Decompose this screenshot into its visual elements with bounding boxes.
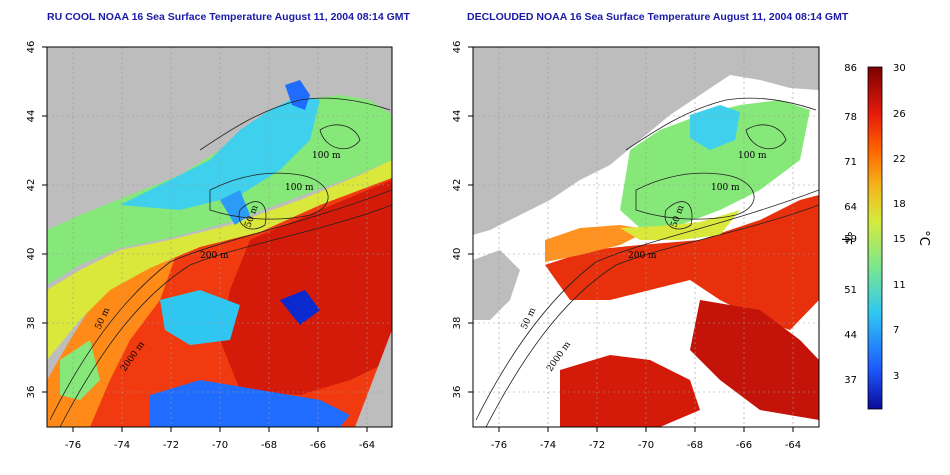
lon-tick-label: -64 xyxy=(785,440,801,451)
lon-tick-label: -66 xyxy=(736,440,752,451)
lon-tick-label: -68 xyxy=(261,440,277,451)
map-panel-right: 100 m 100 m 50 m 200 m 50 m 2000 m xyxy=(473,47,819,427)
celsius-tick: 7 xyxy=(893,325,899,336)
ocean-orange-right xyxy=(545,225,650,262)
panel-title-right: DECLOUDED NOAA 16 Sea Surface Temperatur… xyxy=(467,11,849,23)
land-islands-right xyxy=(473,250,520,320)
contour-label: 200 m xyxy=(628,251,657,261)
fahrenheit-tick: 86 xyxy=(844,63,857,74)
axis-x-right: -76 -74 -72 -70 -68 -66 -64 xyxy=(491,427,801,451)
lon-tick-label: -74 xyxy=(114,440,130,451)
celsius-tick: 30 xyxy=(893,63,906,74)
ocean-green-right xyxy=(620,100,810,228)
contours-left xyxy=(49,97,392,427)
contour-label: 200 m xyxy=(200,251,229,261)
panel-title-left: RU COOL NOAA 16 Sea Surface Temperature … xyxy=(47,11,410,23)
lat-tick-label: 36 xyxy=(26,386,37,399)
lat-tick-label: 40 xyxy=(26,248,37,261)
lon-tick-label: -74 xyxy=(540,440,556,451)
axis-y-left: 46 44 42 40 38 36 xyxy=(26,41,47,399)
unit-label-fahrenheit: °F xyxy=(838,231,853,245)
contour-label: 100 m xyxy=(711,183,740,193)
celsius-tick: 15 xyxy=(893,234,906,245)
lon-tick-label: -66 xyxy=(310,440,326,451)
lat-tick-label: 38 xyxy=(452,317,463,330)
colorbar: 86 78 71 64 59 51 44 37 30 26 22 18 15 1… xyxy=(838,63,931,410)
lat-tick-label: 38 xyxy=(26,317,37,330)
contours-right xyxy=(475,97,819,427)
land-offshore-cut xyxy=(355,330,392,427)
lat-tick-label: 44 xyxy=(452,110,463,123)
axis-x-left: -76 -74 -72 -70 -68 -66 -64 xyxy=(65,427,375,451)
fahrenheit-tick: 71 xyxy=(844,157,857,168)
land-area-right xyxy=(473,47,819,235)
colorbar-c-ticks: 30 26 22 18 15 11 7 3 xyxy=(893,63,906,382)
lon-tick-label: -70 xyxy=(212,440,228,451)
lat-tick-label: 42 xyxy=(26,179,37,192)
lat-tick-label: 46 xyxy=(26,41,37,54)
fahrenheit-tick: 64 xyxy=(844,202,857,213)
lat-tick-label: 40 xyxy=(452,248,463,261)
lon-tick-label: -72 xyxy=(589,440,605,451)
lat-tick-label: 36 xyxy=(452,386,463,399)
lon-tick-label: -70 xyxy=(638,440,654,451)
grid-right xyxy=(473,47,819,427)
celsius-tick: 11 xyxy=(893,280,906,291)
celsius-tick: 3 xyxy=(893,371,899,382)
lat-tick-label: 46 xyxy=(452,41,463,54)
ocean-deep-red xyxy=(220,180,392,395)
celsius-tick: 18 xyxy=(893,199,906,210)
grid-left xyxy=(47,47,392,427)
fahrenheit-tick: 44 xyxy=(844,330,857,341)
colorbar-f-ticks: 86 78 71 64 59 51 44 37 xyxy=(844,63,857,386)
map-panel-left: 100 m 100 m 50 m 200 m 50 m 2000 m xyxy=(47,47,392,427)
lat-tick-label: 42 xyxy=(452,179,463,192)
fahrenheit-tick: 78 xyxy=(844,112,857,123)
ocean-warm-right xyxy=(545,195,819,330)
lon-tick-label: -76 xyxy=(65,440,81,451)
fahrenheit-tick: 37 xyxy=(844,375,857,386)
lon-tick-label: -68 xyxy=(687,440,703,451)
fahrenheit-tick: 59 xyxy=(844,234,857,245)
ocean-blue-gulfmaine xyxy=(220,190,250,225)
lon-tick-label: -72 xyxy=(163,440,179,451)
ocean-yellow-green xyxy=(47,160,392,360)
ocean-cyan-right xyxy=(690,105,740,150)
axis-y-right: 46 44 42 40 38 36 xyxy=(452,41,473,399)
colorbar-gradient xyxy=(867,66,883,410)
lon-tick-label: -64 xyxy=(359,440,375,451)
cloud-artifact-4 xyxy=(60,340,100,400)
lon-tick-label: -76 xyxy=(491,440,507,451)
land-coast xyxy=(47,47,392,225)
cloud-artifact-3 xyxy=(280,290,320,325)
celsius-tick: 26 xyxy=(893,109,906,120)
ocean-red-south-right xyxy=(560,355,700,427)
contour-label: 100 m xyxy=(738,151,767,161)
ocean-yellow-right xyxy=(620,210,740,240)
cloud-artifact-1 xyxy=(150,380,350,427)
fahrenheit-tick: 51 xyxy=(844,285,857,296)
lat-tick-label: 44 xyxy=(26,110,37,123)
unit-label-celsius: °C xyxy=(916,230,931,246)
contour-label: 100 m xyxy=(312,151,341,161)
ocean-deep-red-right xyxy=(690,300,819,420)
contour-label: 100 m xyxy=(285,183,314,193)
celsius-tick: 22 xyxy=(893,154,906,165)
